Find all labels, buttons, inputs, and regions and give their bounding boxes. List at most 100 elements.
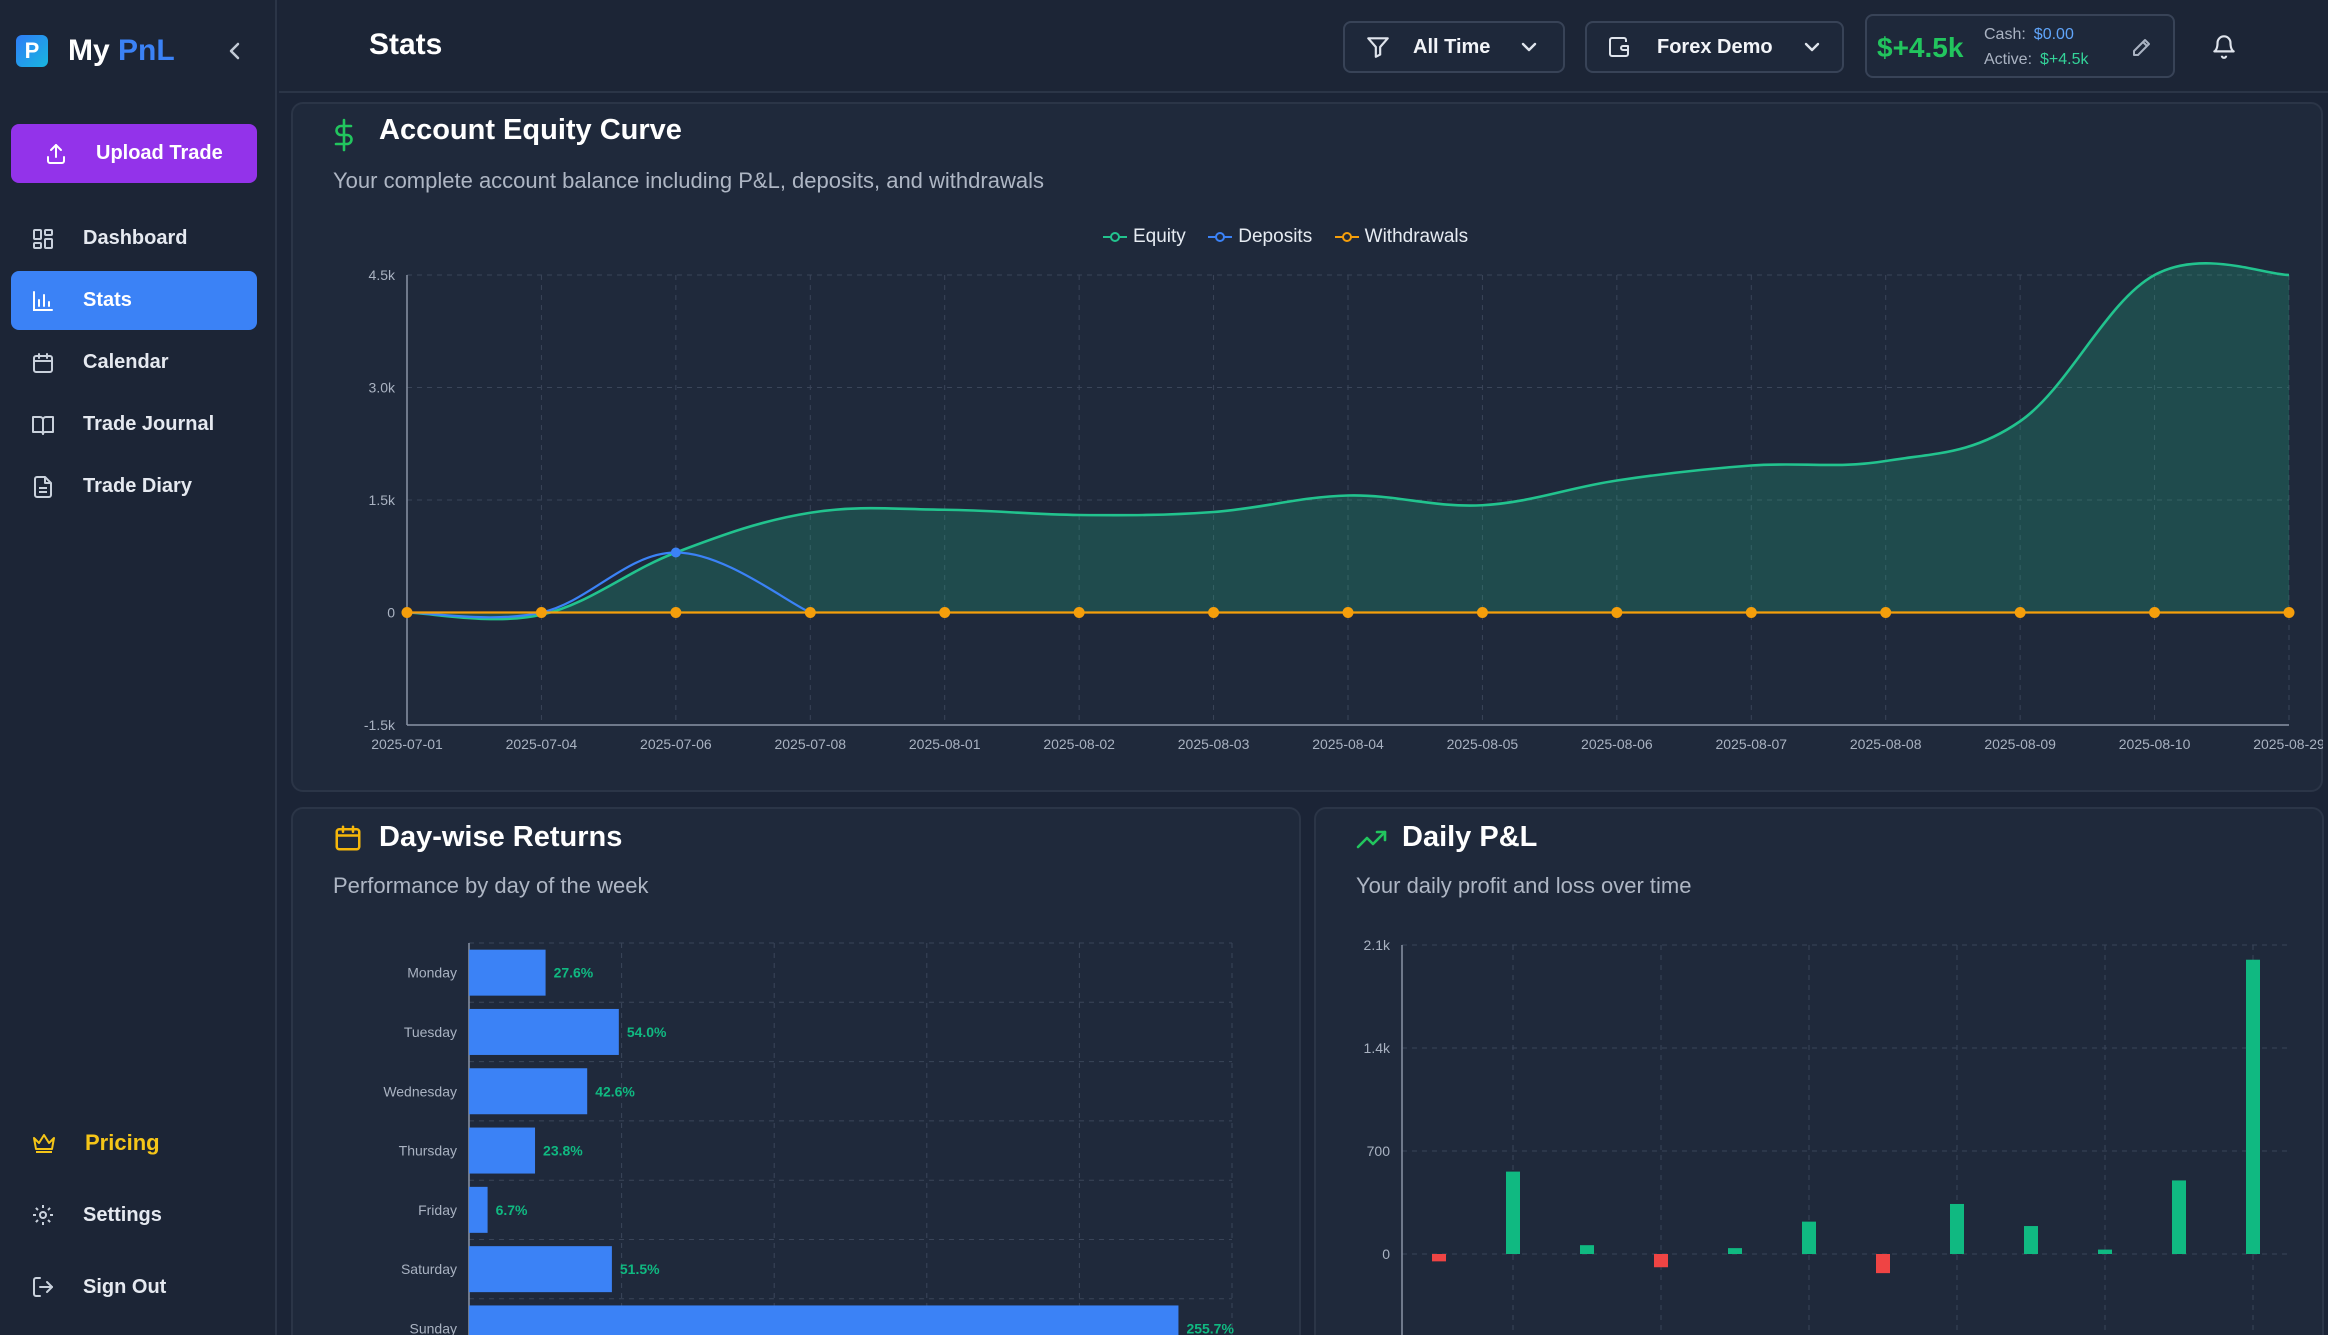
wallet-icon <box>1609 37 1629 57</box>
bar-value-label: 42.6% <box>595 1083 635 1099</box>
bar-value-label: 6.7% <box>496 1202 528 1218</box>
y-tick-label: 3.0k <box>369 380 396 396</box>
withdrawals-point <box>939 607 951 618</box>
bar <box>469 1305 1179 1335</box>
document-icon <box>34 475 52 498</box>
daily-pnl-card: Daily P&L Your daily profit and loss ove… <box>1314 807 2324 1335</box>
sidebar-item-label: Stats <box>83 289 132 311</box>
account-dropdown[interactable]: Forex Demo <box>1585 21 1844 73</box>
upload-trade-button[interactable]: Upload Trade <box>11 124 257 183</box>
legend-equity-swatch <box>1103 232 1127 242</box>
category-label: Wednesday <box>383 1083 457 1099</box>
pnl-bar <box>2172 1180 2186 1254</box>
legend-equity[interactable]: Equity <box>1103 226 1186 248</box>
pnl-bar <box>1506 1171 1520 1254</box>
y-tick-label: 0 <box>1382 1246 1390 1262</box>
dashboard-icon <box>33 228 53 249</box>
card-title: Daily P&L <box>1402 821 1538 853</box>
sidebar-item-dashboard[interactable]: Dashboard <box>11 209 257 268</box>
card-subtitle: Your daily profit and loss over time <box>1356 873 1692 898</box>
x-tick-label: 2025-08-09 <box>1984 736 2056 752</box>
card-title: Day-wise Returns <box>379 821 623 853</box>
chevron-left-icon <box>229 42 240 60</box>
cash-balance: Cash: $0.00 <box>1984 26 2074 44</box>
daywise-returns-card: Day-wise Returns Performance by day of t… <box>291 807 1301 1335</box>
x-tick-label: 2025-08-06 <box>1581 736 1653 752</box>
daily-pnl-chart: 2.1k 1.4k 700 0 <box>1364 937 2291 1335</box>
dollar-icon <box>334 118 353 152</box>
bar-value-label: 27.6% <box>554 965 594 981</box>
pnl-bar <box>1580 1245 1594 1254</box>
bar <box>469 1186 488 1233</box>
settings-link[interactable]: Settings <box>11 1190 257 1240</box>
sidebar-item-calendar[interactable]: Calendar <box>11 333 257 392</box>
sidebar-item-trade-journal[interactable]: Trade Journal <box>11 395 257 454</box>
upload-icon <box>47 143 65 164</box>
legend-deposits[interactable]: Deposits <box>1208 226 1312 248</box>
withdrawals-point <box>670 607 682 618</box>
brand[interactable]: P My PnL <box>16 34 175 68</box>
pricing-link[interactable]: Pricing <box>11 1118 257 1168</box>
bar-value-label: 51.5% <box>620 1261 660 1277</box>
x-tick-label: 2025-08-04 <box>1312 736 1384 752</box>
equity-curve-card: Account Equity Curve Your complete accou… <box>291 102 2323 792</box>
balance-total: $+4.5k <box>1877 32 1964 63</box>
bar <box>469 1008 619 1055</box>
bell-icon[interactable] <box>2211 32 2237 60</box>
pnl-bar <box>1950 1203 1964 1254</box>
chart-legend: Equity Deposits Withdrawals <box>1103 226 1486 248</box>
balance-widget[interactable]: $+4.5k Cash: $0.00 Active: $+4.5k <box>1865 14 2175 78</box>
book-icon <box>32 415 54 435</box>
withdrawals-point <box>1611 607 1623 618</box>
sidebar-item-label: Trade Diary <box>83 475 192 497</box>
legend-label: Deposits <box>1238 226 1313 247</box>
category-label: Monday <box>407 965 457 981</box>
x-tick-label: 2025-07-08 <box>774 736 846 752</box>
pnl-bar <box>1432 1254 1446 1262</box>
sign-out-icon <box>33 1277 53 1297</box>
active-value: $+4.5k <box>2040 51 2089 68</box>
collapse-sidebar-button[interactable] <box>222 38 248 64</box>
active-balance: Active: $+4.5k <box>1984 51 2089 69</box>
sign-out-label: Sign Out <box>83 1275 167 1298</box>
settings-label: Settings <box>83 1203 162 1226</box>
crown-icon <box>33 1134 55 1153</box>
bar <box>469 1246 612 1293</box>
brand-name-my: My <box>68 34 110 67</box>
legend-label: Equity <box>1133 226 1186 247</box>
sidebar-item-stats[interactable]: Stats <box>11 271 257 330</box>
sidebar-item-trade-diary[interactable]: Trade Diary <box>11 457 257 516</box>
withdrawals-point <box>1342 607 1354 618</box>
x-tick-label: 2025-07-04 <box>506 736 578 752</box>
pnl-bar <box>2098 1249 2112 1254</box>
legend-withdrawals-swatch <box>1334 232 1359 242</box>
card-subtitle: Your complete account balance including … <box>333 168 1044 193</box>
equity-chart: 4.5k 3.0k 1.5k 0 -1.5k 2025-07-01 2025-07-04 20… <box>364 262 2323 752</box>
x-tick-label: 2025-08-08 <box>1850 736 1922 752</box>
x-tick-label: 2025-07-01 <box>371 736 443 752</box>
withdrawals-point <box>1208 607 1220 618</box>
legend-label: Withdrawals <box>1364 226 1469 247</box>
x-tick-label: 2025-08-05 <box>1447 736 1519 752</box>
pnl-bar <box>2024 1226 2038 1254</box>
category-label: Thursday <box>399 1143 457 1159</box>
x-tick-label: 2025-08-02 <box>1043 736 1115 752</box>
equity-area <box>407 263 2289 620</box>
time-filter-dropdown[interactable]: All Time <box>1343 21 1565 73</box>
daywise-chart: Monday 27.6% Tuesday 54.0% Wednesday 42.6% Thu… <box>383 942 1234 1335</box>
brand-logo-icon: P <box>16 35 48 67</box>
x-tick-label: 2025-08-10 <box>2119 736 2191 752</box>
account-label: Forex Demo <box>1657 35 1773 58</box>
edit-icon[interactable] <box>2130 35 2154 59</box>
withdrawals-point <box>1745 607 1757 618</box>
bar-value-label: 23.8% <box>543 1143 583 1159</box>
y-tick-label: 700 <box>1367 1143 1391 1159</box>
legend-withdrawals[interactable]: Withdrawals <box>1334 226 1469 248</box>
y-tick-label: -1.5k <box>364 717 396 733</box>
x-tick-label: 2025-07-06 <box>640 736 712 752</box>
deposits-point <box>670 547 681 558</box>
time-filter-label: All Time <box>1413 35 1491 58</box>
cash-value: $0.00 <box>2033 26 2074 43</box>
sign-out-link[interactable]: Sign Out <box>11 1262 257 1312</box>
x-tick-label: 2025-08-01 <box>909 736 981 752</box>
